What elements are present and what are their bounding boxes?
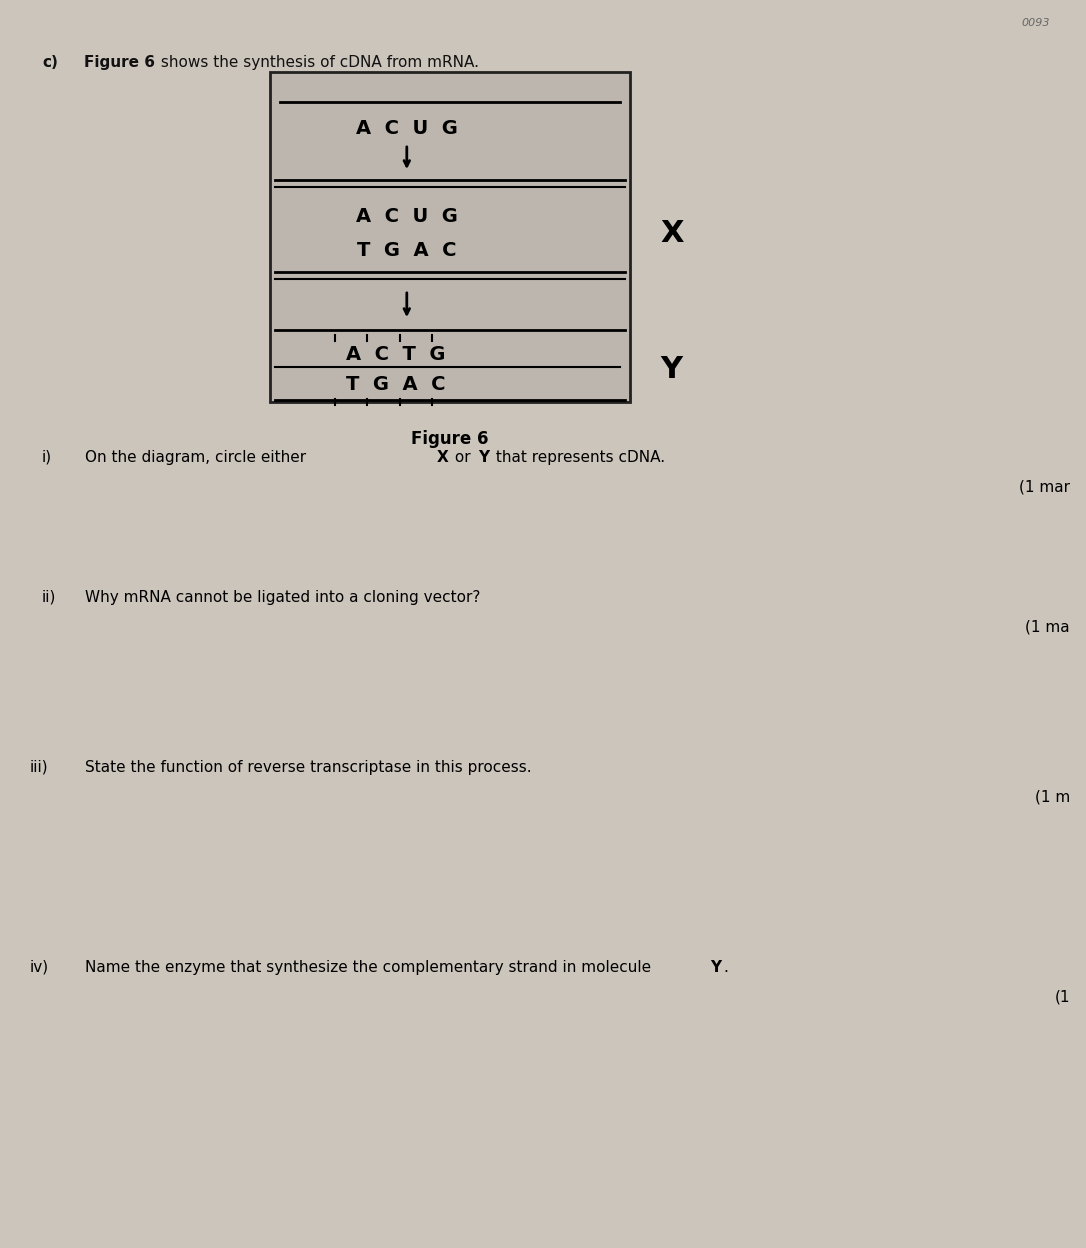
- Text: Y: Y: [710, 960, 721, 975]
- Text: A  C  T  G: A C T G: [346, 346, 445, 364]
- Text: shows the synthesis of cDNA from mRNA.: shows the synthesis of cDNA from mRNA.: [156, 55, 479, 70]
- Text: State the function of reverse transcriptase in this process.: State the function of reverse transcript…: [85, 760, 532, 775]
- Text: Y: Y: [660, 356, 682, 384]
- Text: A  C  U  G: A C U G: [356, 120, 457, 139]
- Text: Y: Y: [478, 451, 489, 466]
- Text: Why mRNA cannot be ligated into a cloning vector?: Why mRNA cannot be ligated into a clonin…: [85, 590, 480, 605]
- Text: iv): iv): [30, 960, 49, 975]
- Text: X: X: [437, 451, 449, 466]
- Text: Figure 6: Figure 6: [412, 431, 489, 448]
- Text: ii): ii): [42, 590, 56, 605]
- Text: or: or: [450, 451, 476, 466]
- Text: (1 mar: (1 mar: [1019, 480, 1070, 495]
- Text: i): i): [42, 451, 52, 466]
- Text: T  G  A  C: T G A C: [346, 376, 445, 394]
- Bar: [270, 72, 630, 402]
- Text: 0093: 0093: [1022, 17, 1050, 27]
- Text: Name the enzyme that synthesize the complementary strand in molecule: Name the enzyme that synthesize the comp…: [85, 960, 656, 975]
- Text: .: .: [723, 960, 728, 975]
- Text: (1: (1: [1055, 990, 1070, 1005]
- Text: T  G  A  C: T G A C: [357, 241, 456, 260]
- Text: (1 m: (1 m: [1035, 790, 1070, 805]
- Text: (1 ma: (1 ma: [1025, 620, 1070, 635]
- Text: c): c): [42, 55, 58, 70]
- Text: that represents cDNA.: that represents cDNA.: [491, 451, 665, 466]
- Text: iii): iii): [30, 760, 49, 775]
- Text: A  C  U  G: A C U G: [356, 207, 457, 226]
- Text: Figure 6: Figure 6: [84, 55, 155, 70]
- Text: X: X: [660, 218, 683, 248]
- Text: On the diagram, circle either: On the diagram, circle either: [85, 451, 311, 466]
